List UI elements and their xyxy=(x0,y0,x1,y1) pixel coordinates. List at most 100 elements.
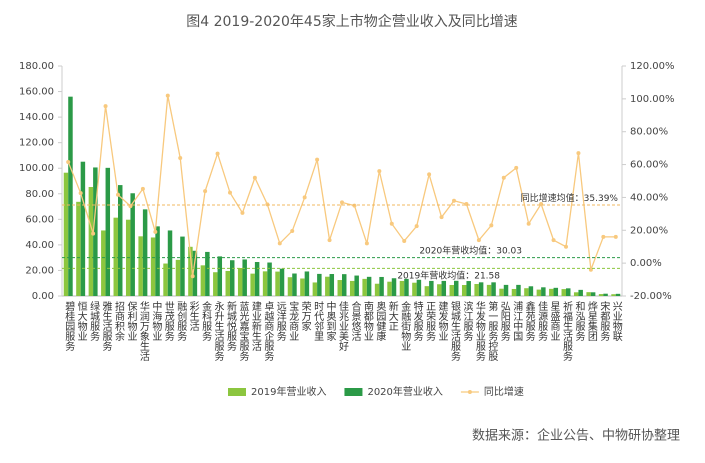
reference-value: 21.58 xyxy=(474,271,500,281)
bar xyxy=(118,185,123,296)
bar xyxy=(155,226,160,296)
x-tick-label: 滨江服务 xyxy=(461,300,473,342)
bar xyxy=(412,282,417,296)
bar xyxy=(254,262,260,296)
growth-marker xyxy=(489,223,494,228)
bar xyxy=(366,276,372,296)
x-tick-label: 融创服务 xyxy=(175,301,187,342)
bar xyxy=(615,293,621,296)
y-tick-label: 140.00 xyxy=(19,112,54,123)
y-tick-label: 80.00 xyxy=(25,189,54,200)
x-tick-label: 和泓服务 xyxy=(573,301,585,342)
bar xyxy=(300,278,305,296)
growth-marker xyxy=(140,186,145,191)
x-tick-label: 金科服务 xyxy=(200,300,212,342)
bar xyxy=(466,281,471,296)
bar xyxy=(399,280,405,296)
bar xyxy=(429,280,434,296)
growth-marker xyxy=(178,156,183,160)
chart-title: 图4 2019-2020年45家上市物企营业收入及同比增速 xyxy=(186,13,517,30)
bar xyxy=(267,262,272,296)
bar xyxy=(237,268,243,296)
bar xyxy=(213,272,218,296)
bar xyxy=(573,292,579,296)
bar xyxy=(349,280,355,296)
bar xyxy=(437,284,442,296)
bar xyxy=(387,281,392,296)
x-tick-label: 中奥到家 xyxy=(324,300,336,341)
bar xyxy=(603,293,608,296)
growth-marker xyxy=(203,189,208,194)
x-tick-label: 华润万象生活 xyxy=(137,300,149,362)
x-tick-label: 雅生活服务 xyxy=(100,300,112,352)
y-tick-label: 120.00 xyxy=(19,138,54,149)
growth-marker xyxy=(414,224,419,229)
bar xyxy=(454,280,459,296)
y2-tick-label: 20.00% xyxy=(630,225,668,236)
growth-marker xyxy=(215,151,220,156)
bar xyxy=(586,292,591,296)
bar xyxy=(138,236,143,296)
bar xyxy=(275,271,280,296)
bar xyxy=(404,278,409,296)
y2-tick-label: 120.00% xyxy=(630,61,675,72)
bar xyxy=(130,193,135,296)
y2-tick-label: 80.00% xyxy=(630,127,668,138)
x-tick-label: 祈福生活服务 xyxy=(561,301,573,362)
growth-marker xyxy=(240,210,245,215)
source-note: 数据来源：企业公告、中物研协整理 xyxy=(472,428,680,444)
reference-label: 2020年营收均值：30.03 xyxy=(419,244,522,256)
bar xyxy=(416,279,422,296)
growth-marker xyxy=(277,241,282,246)
growth-marker xyxy=(290,228,295,233)
growth-marker xyxy=(601,234,606,239)
y-tick-label: 180.00 xyxy=(19,61,54,72)
bar xyxy=(101,230,106,296)
y2-tick-label: 100.00% xyxy=(630,94,675,105)
growth-marker xyxy=(190,274,195,279)
growth-marker xyxy=(228,190,232,195)
reference-label-text: 2019年营收均值： xyxy=(397,269,474,281)
x-tick-label: 永升生活服务 xyxy=(212,300,224,362)
bar xyxy=(205,251,210,296)
bar xyxy=(312,282,318,296)
growth-marker xyxy=(153,229,158,234)
bar xyxy=(113,217,118,296)
bar xyxy=(150,237,156,296)
bar xyxy=(511,288,517,296)
x-tick-label: 世茂服务 xyxy=(162,301,174,342)
growth-marker xyxy=(340,200,344,205)
x-tick-label: 佳源服务 xyxy=(536,300,548,342)
bar xyxy=(598,294,604,296)
bar xyxy=(553,287,559,296)
legend-label: 2020年营业收入 xyxy=(367,385,442,398)
x-tick-label: 蓝光嘉宝服务 xyxy=(237,301,249,362)
growth-marker xyxy=(377,169,382,174)
x-tick-label: 绿城服务 xyxy=(88,300,100,342)
x-tick-label: 金融街物业 xyxy=(399,300,411,351)
bar xyxy=(180,236,185,296)
x-tick-label: 弘阳服务 xyxy=(498,301,510,342)
y2-tick-label: 40.00% xyxy=(630,192,668,203)
bar xyxy=(391,278,397,296)
growth-line xyxy=(67,95,616,277)
bar xyxy=(611,294,616,296)
bar xyxy=(225,270,230,296)
x-tick-label: 新城悦服务 xyxy=(225,300,237,352)
growth-marker xyxy=(439,215,444,220)
reference-label: 同比增速均值：35.39% xyxy=(521,192,619,204)
x-tick-label: 烨星集团 xyxy=(585,300,597,342)
x-tick-label: 中海物业 xyxy=(150,300,162,341)
growth-marker xyxy=(452,198,456,203)
bar xyxy=(524,288,529,296)
bar xyxy=(449,285,454,296)
growth-marker xyxy=(265,202,270,207)
reference-label-text: 同比增速均值： xyxy=(521,192,584,204)
y-tick-label: 0.00 xyxy=(32,291,54,302)
x-tick-label: 碧桂园服务 xyxy=(63,301,75,352)
x-tick-label: 建发物业 xyxy=(436,300,448,341)
growth-marker xyxy=(352,203,357,208)
x-tick-label: 华发物业服务 xyxy=(473,300,485,362)
bar xyxy=(561,289,566,296)
growth-marker xyxy=(526,221,531,226)
